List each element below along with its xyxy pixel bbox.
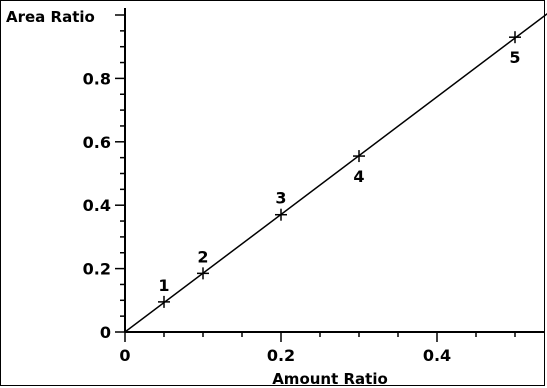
x-axis-label: Amount Ratio xyxy=(272,370,388,388)
y-tick-label: 0.8 xyxy=(83,69,111,88)
y-tick-label: 0.2 xyxy=(83,260,111,279)
data-point: 1 xyxy=(158,276,170,308)
ticks: 0 0.2 0.4 0.6 0.8 0 0.2 0.4 xyxy=(83,14,516,365)
x-tick-label: 0.2 xyxy=(267,346,295,365)
fit-line xyxy=(124,12,547,333)
point-label: 2 xyxy=(197,247,208,266)
point-label: 4 xyxy=(353,167,364,186)
x-tick-label: 0 xyxy=(119,346,130,365)
data-point: 2 xyxy=(197,247,209,280)
x-tick-label: 0.4 xyxy=(423,346,451,365)
fit-line-group xyxy=(124,12,547,333)
data-point: 3 xyxy=(275,189,287,221)
y-axis-label: Area Ratio xyxy=(6,8,95,26)
point-label: 1 xyxy=(158,276,169,295)
data-point: 5 xyxy=(509,31,521,67)
points: 1 2 3 4 5 xyxy=(158,31,521,308)
y-tick-label: 0.6 xyxy=(83,133,111,152)
point-label: 5 xyxy=(509,48,520,67)
y-tick-label: 0 xyxy=(100,323,111,342)
point-label: 3 xyxy=(275,189,286,208)
y-tick-label: 0.4 xyxy=(83,196,111,215)
data-point: 4 xyxy=(353,150,365,186)
axes xyxy=(124,8,545,333)
